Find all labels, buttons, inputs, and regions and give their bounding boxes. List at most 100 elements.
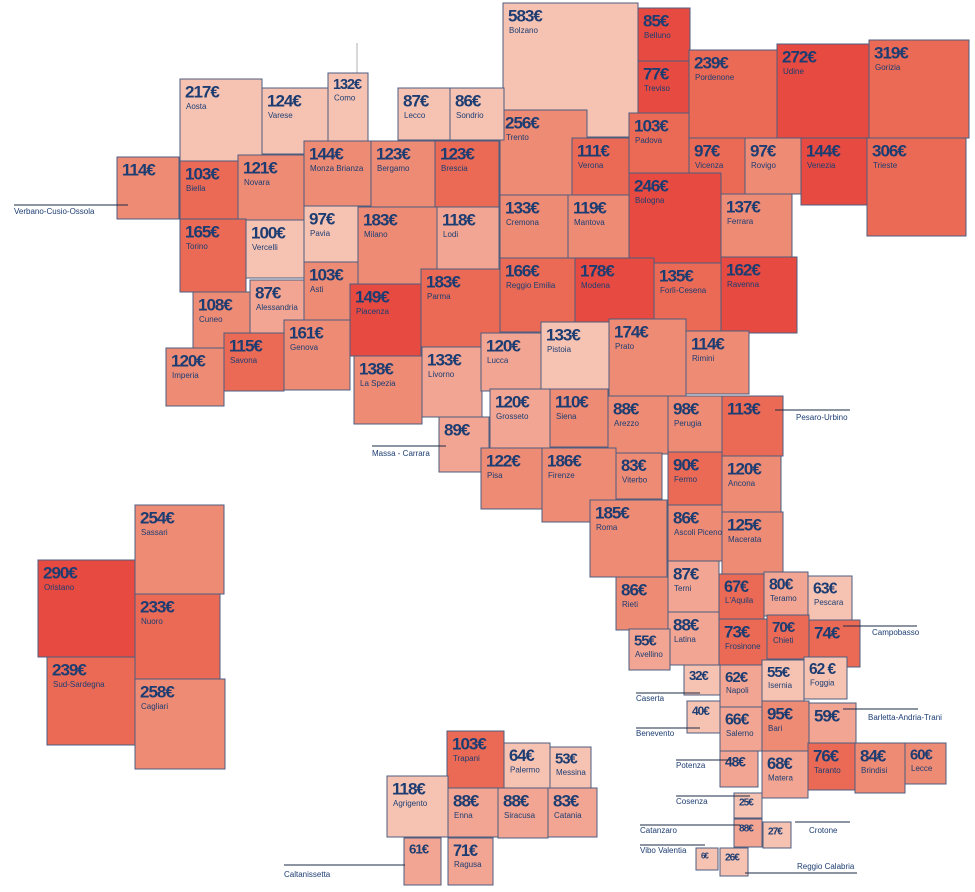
province-name: Savona — [230, 356, 258, 365]
province-tile — [628, 628, 671, 671]
province-value: 165€ — [185, 222, 220, 241]
province-value: 217€ — [185, 82, 220, 101]
province-value: 186€ — [547, 451, 582, 470]
province-value: 25€ — [739, 798, 754, 809]
province-name: Bologna — [635, 196, 665, 205]
province-name: Bolzano — [509, 26, 538, 35]
province-value: 183€ — [363, 210, 398, 229]
province-name: Potenza — [676, 761, 706, 770]
province-value: 114€ — [691, 334, 725, 353]
province-tile — [733, 792, 763, 819]
province-name: Crotone — [809, 826, 838, 835]
province-tile — [446, 730, 505, 789]
province-tile — [718, 573, 765, 620]
province-name: Ferrara — [727, 217, 754, 226]
province-name: Bergamo — [377, 164, 410, 173]
province-tile — [720, 256, 798, 334]
province-name: Pavia — [310, 229, 331, 238]
province-name: Foggia — [810, 678, 835, 687]
province-tile — [116, 156, 180, 220]
province-value: 239€ — [52, 660, 87, 679]
province-value: 111€ — [577, 141, 610, 160]
province-name: Reggio Emilia — [506, 281, 556, 290]
province-name: Trapani — [453, 754, 480, 763]
province-name: Vercelli — [252, 243, 278, 252]
province-value: 185€ — [595, 503, 630, 522]
province-tile — [589, 499, 668, 578]
province-name: Teramo — [770, 594, 797, 603]
province-value: 63€ — [813, 580, 838, 597]
province-value: 67€ — [724, 578, 749, 596]
province-tile — [370, 140, 436, 208]
province-tile — [480, 447, 543, 510]
province-name: Barletta-Andria-Trani — [868, 713, 942, 722]
province-tile — [667, 395, 723, 453]
province-value: 62 € — [809, 661, 837, 678]
province-tile — [776, 43, 870, 139]
province-tile — [549, 388, 609, 448]
province-value: 53€ — [555, 752, 577, 768]
province-name: Massa - Carrara — [372, 449, 430, 458]
province-value: 83€ — [621, 456, 646, 475]
province-value: 174€ — [614, 322, 649, 341]
province-name: Pescara — [814, 598, 844, 607]
province-name: Cuneo — [199, 315, 223, 324]
province-tile — [721, 511, 784, 575]
province-value: 62€ — [725, 669, 749, 686]
province-name: Isernia — [768, 681, 793, 690]
province-tile — [303, 261, 359, 321]
province-name: Reggio Calabria — [797, 862, 855, 871]
province-name: Caserta — [636, 694, 665, 703]
province-value: 88€ — [613, 399, 640, 418]
province-value: 113€ — [727, 399, 761, 418]
province-name: Gorizia — [875, 63, 901, 72]
province-tile — [683, 664, 721, 696]
province-tile — [179, 78, 263, 162]
province-name: Rovigo — [751, 161, 776, 170]
province-value: 135€ — [659, 266, 694, 285]
province-value: 90€ — [673, 455, 700, 474]
province-value: 85€ — [643, 11, 670, 30]
province-name: Lucca — [487, 356, 509, 365]
province-tile — [866, 137, 967, 237]
province-value: 48€ — [725, 755, 746, 770]
province-name: Novara — [244, 178, 270, 187]
province-value: 115€ — [229, 336, 263, 355]
province-name: Belluno — [644, 31, 671, 40]
province-name: Monza Brianza — [310, 164, 364, 173]
province-tile — [762, 821, 792, 849]
province-name: Cagliari — [141, 702, 168, 711]
province-value: 103€ — [185, 164, 220, 183]
province-value: 233€ — [140, 597, 175, 616]
province-name: Pordenone — [695, 73, 735, 82]
province-value: 32€ — [689, 668, 708, 683]
province-tile — [283, 319, 351, 391]
province-value: 144€ — [309, 144, 344, 163]
province-value: 254€ — [140, 508, 175, 527]
province-name: Caltanissetta — [284, 870, 331, 879]
province-name: Messina — [556, 768, 586, 777]
province-name: Padova — [635, 136, 663, 145]
province-tile — [134, 504, 225, 595]
province-name: Roma — [596, 523, 618, 532]
province-value: 138€ — [359, 359, 394, 378]
province-value: 80€ — [769, 576, 794, 593]
province-name: Asti — [310, 285, 324, 294]
province-name: La Spezia — [360, 379, 396, 388]
province-name: Genova — [290, 343, 319, 352]
province-value: 77€ — [643, 64, 670, 83]
province-value: 132€ — [333, 77, 362, 93]
province-name: Lecce — [911, 764, 933, 773]
province-name: Torino — [186, 242, 208, 251]
province-value: 120€ — [727, 459, 762, 478]
province-value: 118€ — [392, 779, 426, 798]
province-tile — [449, 87, 505, 141]
province-name: Campobasso — [872, 628, 920, 637]
province-tile — [46, 656, 136, 746]
province-tile — [695, 847, 719, 871]
province-name: Nuoro — [141, 617, 163, 626]
province-tile — [549, 746, 592, 789]
province-value: 114€ — [122, 160, 156, 179]
province-name: Cosenza — [676, 797, 708, 806]
province-tile — [499, 257, 576, 333]
